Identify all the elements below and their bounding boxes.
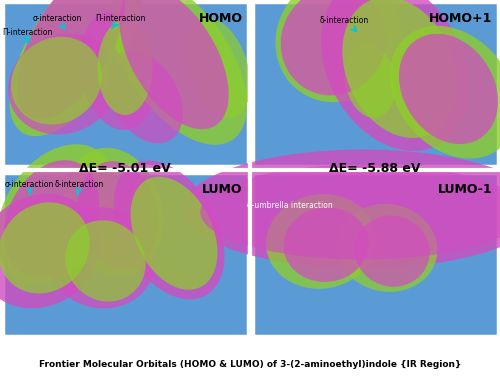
- Ellipse shape: [62, 148, 163, 276]
- Ellipse shape: [284, 207, 368, 282]
- Ellipse shape: [337, 204, 438, 292]
- Ellipse shape: [18, 0, 125, 119]
- Ellipse shape: [0, 144, 116, 283]
- Ellipse shape: [276, 0, 401, 102]
- Text: δ-umbrella interaction: δ-umbrella interaction: [247, 201, 333, 210]
- Ellipse shape: [281, 0, 386, 96]
- Bar: [252, 173, 498, 336]
- Ellipse shape: [186, 17, 250, 118]
- Ellipse shape: [64, 204, 104, 265]
- Text: ΔE= -5.01 eV: ΔE= -5.01 eV: [79, 163, 171, 175]
- Ellipse shape: [65, 220, 146, 302]
- Ellipse shape: [266, 194, 376, 289]
- Text: σ-interaction: σ-interaction: [5, 180, 54, 195]
- Ellipse shape: [183, 149, 500, 268]
- Ellipse shape: [46, 207, 156, 309]
- Ellipse shape: [80, 12, 156, 130]
- Ellipse shape: [354, 216, 430, 287]
- Ellipse shape: [77, 161, 158, 269]
- Ellipse shape: [200, 164, 500, 260]
- Ellipse shape: [120, 0, 228, 129]
- Ellipse shape: [399, 34, 498, 144]
- Ellipse shape: [114, 161, 224, 299]
- Ellipse shape: [106, 51, 183, 143]
- Ellipse shape: [344, 44, 396, 118]
- Ellipse shape: [0, 202, 90, 293]
- Ellipse shape: [4, 160, 99, 277]
- Ellipse shape: [10, 0, 142, 136]
- Bar: [252, 2, 498, 166]
- Ellipse shape: [390, 26, 500, 158]
- Text: Π-interaction: Π-interaction: [95, 14, 146, 28]
- Text: HOMO: HOMO: [198, 12, 242, 25]
- Ellipse shape: [110, 0, 247, 145]
- Text: ΔE= -5.88 eV: ΔE= -5.88 eV: [329, 163, 421, 175]
- Text: δ-interaction: δ-interaction: [320, 16, 369, 31]
- Ellipse shape: [8, 33, 119, 135]
- Ellipse shape: [321, 0, 468, 151]
- Ellipse shape: [11, 37, 102, 125]
- Text: HOMO+1: HOMO+1: [429, 12, 492, 25]
- Bar: [2, 173, 248, 336]
- Text: LUMO: LUMO: [202, 183, 242, 196]
- Ellipse shape: [98, 20, 152, 115]
- Ellipse shape: [342, 0, 456, 138]
- Text: σ-interaction: σ-interaction: [32, 14, 82, 29]
- Bar: [2, 2, 248, 166]
- Text: δ-interaction: δ-interaction: [55, 180, 104, 195]
- Ellipse shape: [130, 177, 218, 290]
- Text: Frontier Molecular Orbitals (HOMO & LUMO) of 3-(2-aminoethyl)indole {IR Region}: Frontier Molecular Orbitals (HOMO & LUMO…: [39, 360, 461, 369]
- Ellipse shape: [0, 194, 100, 309]
- Text: Π-interaction: Π-interaction: [2, 28, 53, 42]
- Text: LUMO-1: LUMO-1: [438, 183, 492, 196]
